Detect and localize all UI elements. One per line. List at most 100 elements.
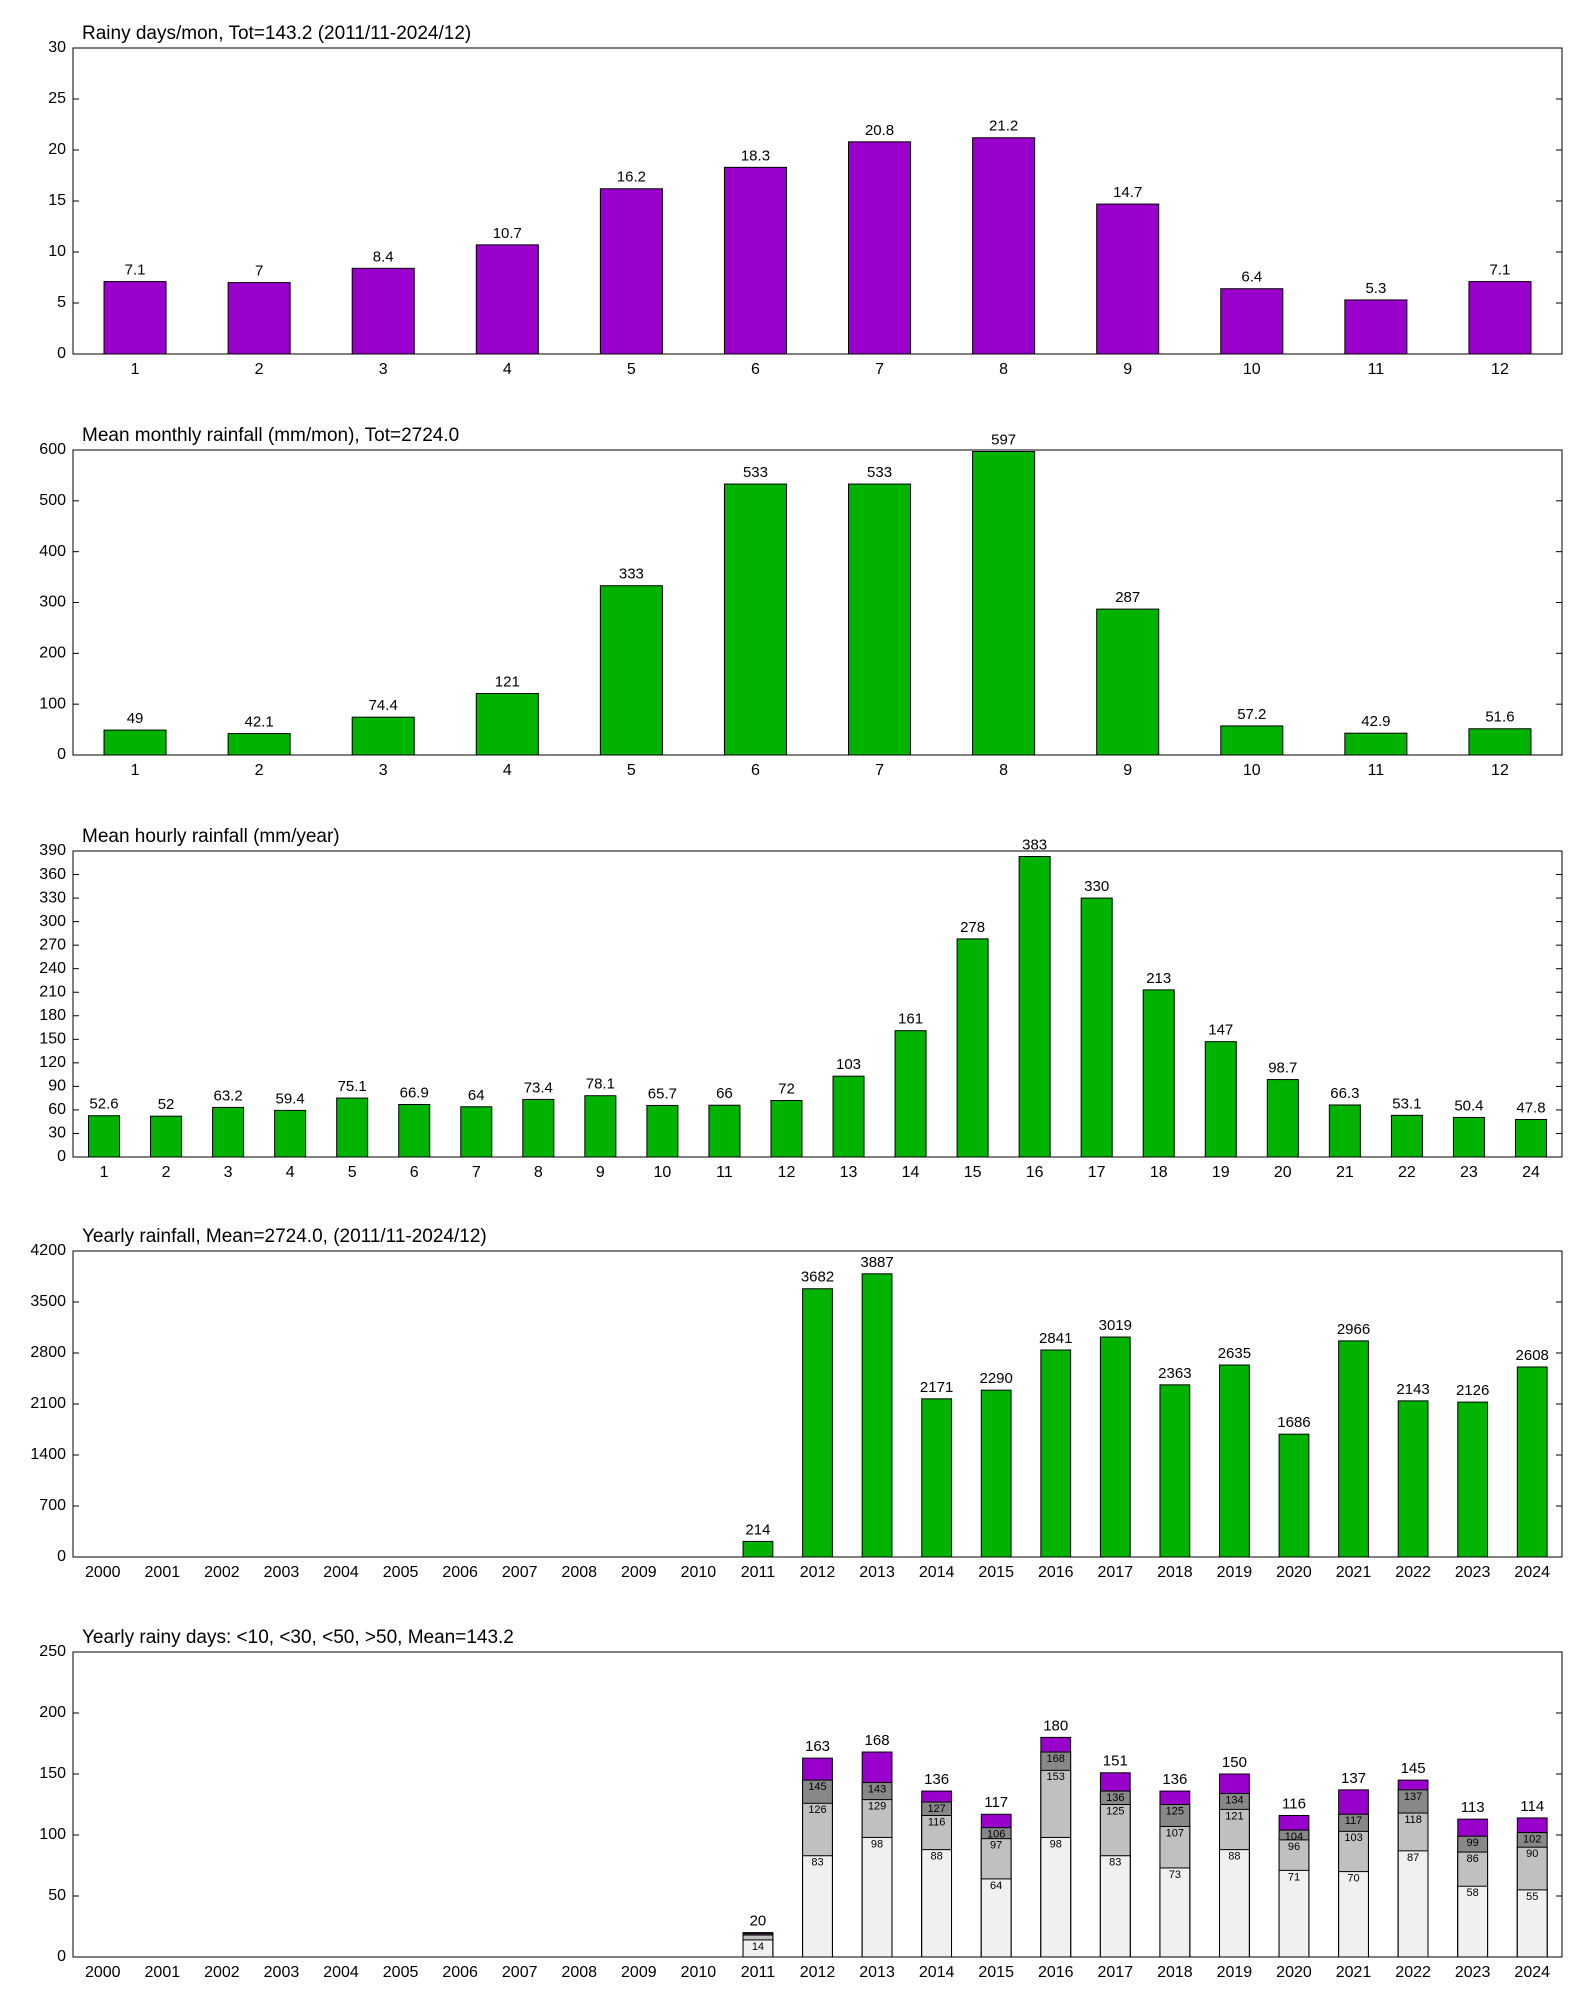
- x-tick-label: 2: [162, 1164, 171, 1181]
- segment-label: 98: [871, 1838, 883, 1850]
- y-tick-label: 180: [39, 1007, 66, 1024]
- x-tick-label: 11: [1368, 762, 1385, 779]
- x-tick-label: 2010: [681, 1964, 717, 1981]
- y-tick-label: 330: [39, 889, 66, 906]
- value-label: 42.1: [245, 714, 274, 731]
- y-tick-label: 2100: [30, 1395, 66, 1412]
- bar: [599, 585, 663, 756]
- bar: [1452, 1116, 1485, 1158]
- y-tick-label: 600: [39, 441, 66, 458]
- bar: [972, 137, 1036, 355]
- x-tick-label: 2004: [323, 1964, 359, 1981]
- value-label: 8.4: [373, 248, 394, 265]
- x-tick-label: 5: [348, 1164, 357, 1181]
- y-tick-label: 1400: [30, 1446, 66, 1463]
- x-tick-label: 2008: [561, 1564, 597, 1581]
- x-tick-label: 4: [503, 361, 512, 378]
- bar: [1338, 1340, 1369, 1558]
- bar-segment: [1278, 1869, 1310, 1958]
- segment-label: 88: [930, 1851, 942, 1863]
- value-label: 2126: [1456, 1382, 1489, 1399]
- bar-segment: [802, 1855, 833, 1958]
- x-tick-label: 16: [1026, 1164, 1044, 1181]
- x-tick-label: 13: [840, 1164, 858, 1181]
- bar: [1266, 1079, 1299, 1158]
- bar: [894, 1030, 927, 1158]
- value-label: 75.1: [338, 1078, 367, 1095]
- value-label: 2841: [1039, 1330, 1072, 1347]
- segment-label: 64: [990, 1880, 1002, 1892]
- value-label: 52: [158, 1096, 175, 1113]
- value-label: 5.3: [1365, 280, 1386, 297]
- value-label: 330: [1084, 878, 1109, 895]
- x-tick-label: 23: [1460, 1164, 1478, 1181]
- x-tick-label: 2022: [1395, 1964, 1431, 1981]
- segment-label: 126: [808, 1804, 826, 1816]
- bar: [1457, 1401, 1489, 1558]
- x-tick-label: 17: [1088, 1164, 1106, 1181]
- x-tick-label: 7: [472, 1164, 481, 1181]
- x-tick-label: 2014: [919, 1564, 955, 1581]
- y-tick-label: 3500: [30, 1293, 66, 1310]
- x-tick-label: 2017: [1098, 1564, 1134, 1581]
- x-tick-label: 2003: [264, 1564, 300, 1581]
- x-tick-label: 7: [875, 762, 884, 779]
- y-tick-label: 210: [39, 983, 66, 1000]
- y-tick-label: 15: [48, 192, 66, 209]
- x-tick-label: 3: [379, 762, 388, 779]
- x-tick-label: 5: [627, 762, 636, 779]
- chart-title: Rainy days/mon, Tot=143.2 (2011/11-2024/…: [82, 23, 471, 44]
- y-tick-label: 700: [39, 1497, 66, 1514]
- segment-label: 106: [987, 1829, 1005, 1841]
- x-tick-label: 10: [1243, 361, 1261, 378]
- y-tick-label: 270: [39, 936, 66, 953]
- segment-label: 14: [752, 1941, 764, 1953]
- plot-frame: [72, 47, 1563, 355]
- value-label: 2290: [979, 1370, 1012, 1387]
- value-label: 63.2: [214, 1087, 243, 1104]
- x-tick-label: 2021: [1336, 1964, 1372, 1981]
- value-label: 78.1: [586, 1076, 615, 1093]
- y-tick-label: 90: [48, 1078, 66, 1095]
- x-tick-label: 2024: [1514, 1564, 1550, 1581]
- x-tick-label: 2005: [383, 1964, 419, 1981]
- bar: [1096, 203, 1160, 355]
- x-tick-label: 2002: [204, 1564, 240, 1581]
- x-tick-label: 19: [1212, 1164, 1230, 1181]
- y-tick-label: 10: [48, 243, 66, 260]
- value-label: 72: [778, 1080, 795, 1097]
- x-tick-label: 2016: [1038, 1964, 1074, 1981]
- bar: [1159, 1384, 1191, 1558]
- bar: [802, 1288, 833, 1558]
- y-tick-label: 200: [39, 645, 66, 662]
- value-label: 213: [1146, 970, 1171, 987]
- segment-label: 96: [1288, 1841, 1300, 1853]
- bar: [1390, 1114, 1423, 1158]
- y-tick-label: 30: [48, 39, 66, 56]
- x-tick-label: 2013: [859, 1564, 895, 1581]
- y-tick-label: 0: [57, 746, 66, 763]
- y-tick-label: 300: [39, 594, 66, 611]
- value-label: 51.6: [1485, 709, 1514, 726]
- x-tick-label: 24: [1522, 1164, 1540, 1181]
- total-label: 117: [984, 1794, 1008, 1811]
- x-tick-label: 2019: [1217, 1564, 1253, 1581]
- y-tick-label: 400: [39, 543, 66, 560]
- segment-label: 127: [927, 1803, 945, 1815]
- bar: [460, 1106, 493, 1158]
- chart-title: Yearly rainfall, Mean=2724.0, (2011/11-2…: [82, 1226, 487, 1247]
- segment-label: 71: [1288, 1871, 1300, 1883]
- segment-label: 73: [1169, 1869, 1181, 1881]
- value-label: 533: [743, 464, 768, 481]
- value-label: 287: [1115, 589, 1140, 606]
- x-tick-label: 11: [716, 1164, 733, 1181]
- x-tick-label: 2012: [800, 1564, 836, 1581]
- plot-frame: [72, 850, 1563, 1158]
- x-tick-label: 2017: [1098, 1964, 1134, 1981]
- bar: [599, 188, 663, 355]
- total-label: 151: [1103, 1753, 1128, 1770]
- bar: [1220, 725, 1284, 756]
- x-tick-label: 9: [1123, 361, 1132, 378]
- total-label: 116: [1282, 1795, 1306, 1812]
